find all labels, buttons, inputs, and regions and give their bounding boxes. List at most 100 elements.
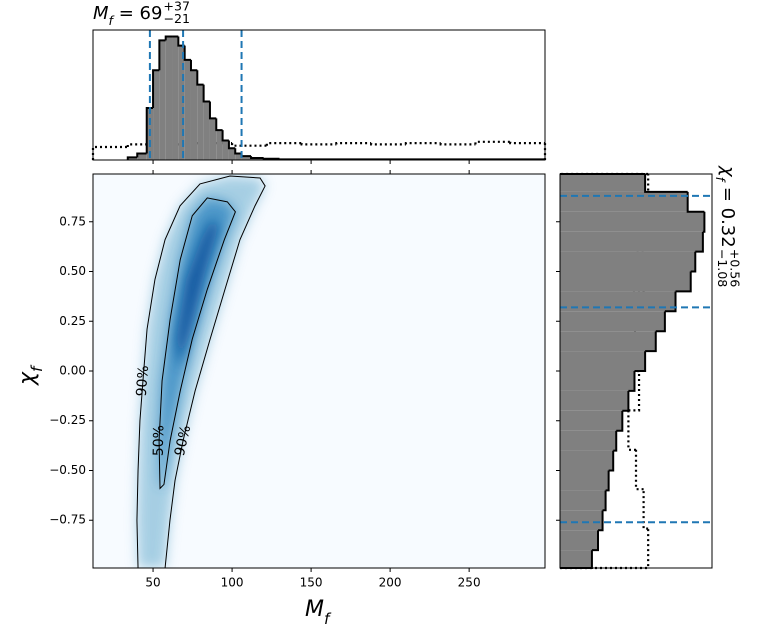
hist-step: [145, 107, 154, 154]
hist-bar: [560, 211, 705, 232]
hist-bar: [560, 450, 614, 471]
label-sub: f: [28, 364, 46, 372]
hist-bar: [560, 174, 646, 192]
hist-bar: [560, 231, 703, 252]
hist-step: [183, 45, 191, 61]
hist-bar: [560, 351, 646, 371]
prior-step: [474, 140, 511, 145]
right-panel: χf = 0.32+0.56−1.08: [556, 165, 742, 570]
hist-bar: [216, 130, 223, 160]
prior-step: [628, 371, 641, 412]
hist-step: [234, 148, 242, 155]
contour-label: 90%: [134, 365, 152, 397]
contour-label: 50%: [151, 425, 168, 456]
hist-step: [602, 490, 607, 512]
prior-step: [370, 143, 406, 146]
hist-step: [591, 530, 599, 552]
hist-bar: [184, 59, 191, 160]
density-fill: [136, 175, 266, 568]
hist-bar: [560, 331, 656, 352]
prior-step: [265, 142, 302, 146]
label: Mf = 69 +37−21: [93, 0, 190, 28]
hist-bar: [560, 550, 592, 568]
label-plus: +37: [163, 0, 190, 14]
hist-step: [152, 69, 160, 108]
hist-step: [645, 331, 657, 353]
hist-step: [164, 35, 173, 41]
hist-bar: [228, 148, 236, 160]
hist-step: [675, 271, 692, 293]
prior-step: [642, 489, 649, 530]
hist-step: [695, 231, 704, 253]
contour-line: [136, 175, 266, 568]
contour-label: 90%: [172, 424, 194, 458]
label-symbol: M: [305, 597, 324, 622]
label: Mf: [305, 597, 332, 628]
hist-step: [262, 157, 280, 160]
hist-bar: [203, 101, 210, 160]
y-tick-label: −0.50: [49, 463, 86, 477]
frame: [92, 29, 546, 161]
hist-bar: [235, 153, 242, 160]
hist-step: [240, 153, 252, 158]
top-panel: Mf = 69 +37−21: [91, 0, 547, 164]
hist-bar: [560, 371, 635, 391]
label-text: Mf = 69: [93, 3, 162, 28]
label-text-part: = 0.32: [717, 181, 738, 248]
hist-bar: [172, 36, 179, 160]
hist-step: [189, 59, 198, 72]
density-core: [176, 219, 220, 370]
main-panel: 90%50% 90%50 100 150 200 250−0.75−0.50−0.250.…: [15, 170, 546, 628]
hist-bar: [153, 70, 160, 160]
label-text: χf = 0.32: [713, 165, 738, 248]
hist-step: [613, 430, 618, 452]
prior-step: [335, 142, 372, 145]
hist-bar: [560, 490, 606, 511]
prior-step: [300, 143, 337, 146]
hist-step: [227, 140, 236, 150]
x-tick-label: 150: [300, 576, 323, 590]
hist-bar: [560, 191, 688, 212]
hist-bar: [197, 84, 204, 160]
hist-bar: [190, 70, 198, 160]
y-tick-label: 0.75: [59, 214, 86, 228]
label-symbol: χ: [15, 371, 40, 386]
hist-bar: [560, 251, 696, 272]
hist-step: [702, 211, 706, 233]
hist-step: [158, 39, 166, 71]
contours: [136, 175, 266, 568]
hist-step: [598, 510, 604, 532]
label-sub: f: [109, 13, 116, 28]
hist-step: [278, 158, 545, 161]
prior-step: [404, 142, 441, 145]
hist-bar: [222, 140, 229, 160]
y-tick-label: 0.25: [59, 314, 86, 328]
hist-bar: [560, 430, 617, 451]
label-symbol: M: [93, 3, 109, 24]
label-text: χf: [15, 364, 46, 386]
label-minus: −1.08: [715, 249, 730, 288]
hist-bar: [241, 156, 252, 160]
hist-bar: [560, 410, 623, 431]
prior-step: [627, 410, 636, 451]
label-text: Mf: [305, 597, 332, 628]
hist-step: [634, 351, 647, 372]
hist-step: [202, 84, 210, 103]
x-tick-label: 50: [145, 576, 160, 590]
hist-step: [664, 291, 677, 313]
label-text-part: = 69: [113, 3, 162, 24]
hist-bar: [560, 470, 609, 491]
y-tick-label: 0.00: [59, 364, 86, 378]
hist-step: [250, 156, 264, 160]
hist-bar: [165, 36, 173, 160]
prior-step: [634, 449, 644, 491]
hist-bar: [560, 530, 598, 551]
x-tick-label: 100: [221, 576, 244, 590]
hist-step: [616, 410, 624, 432]
prior-step: [509, 141, 545, 145]
density: [136, 175, 266, 568]
x-tick-label: 200: [379, 576, 402, 590]
hist-step: [608, 450, 615, 472]
hist-step: [136, 152, 147, 158]
